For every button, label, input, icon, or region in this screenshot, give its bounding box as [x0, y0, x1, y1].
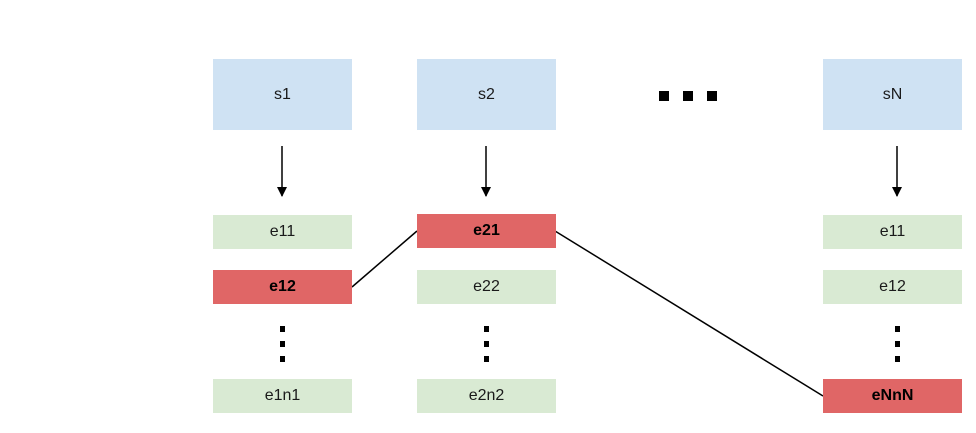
- entity-box-col2-e2n2: e2n2: [417, 379, 556, 413]
- entity-label: e22: [473, 278, 500, 295]
- ellipsis-dot: [279, 356, 285, 362]
- entity-label: e21: [473, 222, 500, 239]
- entity-label: e11: [269, 223, 296, 240]
- source-label-s2: s2: [478, 85, 495, 103]
- vertical-ellipsis-col2: [483, 326, 489, 362]
- vertical-ellipsis-colN: [894, 326, 900, 362]
- entity-box-col2-e22: e22: [417, 270, 556, 304]
- entity-label: e11: [879, 223, 906, 240]
- entity-box-col1-e1n1: e1n1: [213, 379, 352, 413]
- entity-box-colN-eNnN-selected: eNnN: [823, 379, 962, 413]
- entity-label: e12: [269, 278, 296, 295]
- entity-label: e1n1: [264, 387, 301, 404]
- ellipsis-dot: [683, 91, 693, 101]
- ellipsis-dot: [483, 341, 489, 347]
- ellipsis-dot: [279, 326, 285, 332]
- ellipsis-dot: [894, 326, 900, 332]
- ellipsis-dot: [659, 91, 669, 101]
- ellipsis-dot: [707, 91, 717, 101]
- entity-box-colN-e11: e11: [823, 215, 962, 249]
- ellipsis-dot: [483, 326, 489, 332]
- source-box-sN: sN: [823, 59, 962, 130]
- entity-label: e12: [879, 278, 906, 295]
- link-e12-to-e21: [351, 230, 418, 288]
- horizontal-ellipsis: [659, 91, 717, 101]
- entity-box-col1-e12-selected: e12: [213, 270, 352, 304]
- source-box-s2: s2: [417, 59, 556, 130]
- entity-box-colN-e12: e12: [823, 270, 962, 304]
- ellipsis-dot: [894, 341, 900, 347]
- link-e21-to-eNnN: [554, 230, 824, 397]
- entity-label: e2n2: [468, 387, 505, 404]
- vertical-ellipsis-col1: [279, 326, 285, 362]
- ellipsis-dot: [894, 356, 900, 362]
- source-label-sN: sN: [882, 85, 903, 103]
- entity-box-col1-e11: e11: [213, 215, 352, 249]
- source-box-s1: s1: [213, 59, 352, 130]
- ellipsis-dot: [279, 341, 285, 347]
- ellipsis-dot: [483, 356, 489, 362]
- source-label-s1: s1: [274, 85, 291, 103]
- entity-box-col2-e21-selected: e21: [417, 214, 556, 248]
- entity-label: eNnN: [871, 387, 914, 404]
